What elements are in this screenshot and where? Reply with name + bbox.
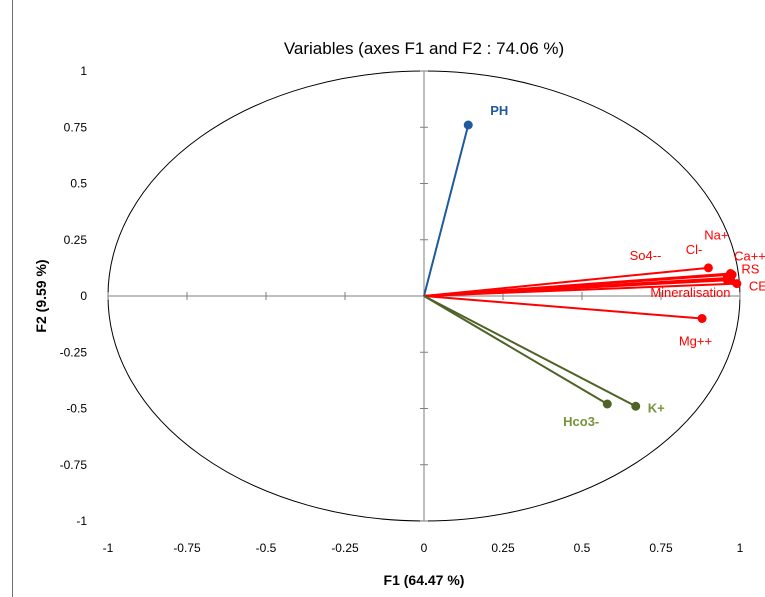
variable-label-ph: PH xyxy=(490,103,508,118)
chart-title: Variables (axes F1 and F2 : 74.06 %) xyxy=(284,39,564,58)
y-tick-label: 0.5 xyxy=(70,177,87,191)
vector-point-hco3 xyxy=(602,399,612,409)
vector-hco3 xyxy=(423,295,608,405)
variable-label-mineralisation: Mineralisation xyxy=(650,285,730,300)
variable-label-mg: Mg++ xyxy=(679,334,712,349)
x-tick-label: 0.25 xyxy=(491,541,515,555)
vector-point-mg xyxy=(697,314,707,323)
variable-label-so4: So4-- xyxy=(630,248,662,263)
y-tick-label: 0.75 xyxy=(64,120,88,134)
variable-label-ce: CE xyxy=(749,279,765,294)
x-tick-label: -0.5 xyxy=(256,541,277,555)
x-tick-label: 0.75 xyxy=(649,541,673,555)
chart-frame xyxy=(12,0,765,597)
vector-mineralisation xyxy=(423,278,731,297)
x-axis-label: F1 (64.47 %) xyxy=(384,572,465,588)
variable-label-ca: Ca++ xyxy=(734,249,765,264)
x-tick-label: -0.75 xyxy=(173,541,201,555)
variable-labels: PH Na+Cl- Ca++ So4-- RS CE Mineralisation Mg++ H… xyxy=(490,103,765,429)
vector-point-ph xyxy=(463,120,473,130)
x-tick-label: 0 xyxy=(421,541,428,555)
y-tick-label: 0.25 xyxy=(64,233,88,247)
y-tick-label: -0.5 xyxy=(66,402,87,416)
variable-label-cl: Cl- xyxy=(686,242,703,257)
variable-label-k: K+ xyxy=(648,400,665,415)
variable-label-na: Na+ xyxy=(704,228,728,243)
y-tick-label: 1 xyxy=(80,64,87,78)
x-tick-label: -0.25 xyxy=(331,541,359,555)
variable-label-hco3: Hco3- xyxy=(563,414,599,429)
vector-cl xyxy=(423,266,709,297)
vector-point-ce xyxy=(732,279,742,289)
x-tick-label: -1 xyxy=(103,541,114,555)
vector-point-cl xyxy=(703,263,713,273)
vector-mg xyxy=(423,295,703,320)
variable-label-rs: RS xyxy=(741,261,759,276)
plot-area: -1 -0.75 -0.5 -0.25 0 0.25 0.5 0.75 1 1 0.75 0.5 0.2… xyxy=(60,64,765,555)
vector-point-mineralisation xyxy=(726,274,736,284)
y-tick-label: -1 xyxy=(76,514,87,528)
y-tick-label: -0.75 xyxy=(60,458,88,472)
x-tick-label: 0.5 xyxy=(574,541,591,555)
y-tick-label: -0.25 xyxy=(60,345,88,359)
variable-vectors xyxy=(423,120,742,411)
vector-ph xyxy=(423,124,470,297)
y-tick-label: 0 xyxy=(80,289,87,303)
vector-k xyxy=(423,295,637,408)
vector-point-k xyxy=(631,401,641,411)
y-axis-label: F2 (9.59 %) xyxy=(33,259,49,332)
x-tick-label: 1 xyxy=(737,541,744,555)
